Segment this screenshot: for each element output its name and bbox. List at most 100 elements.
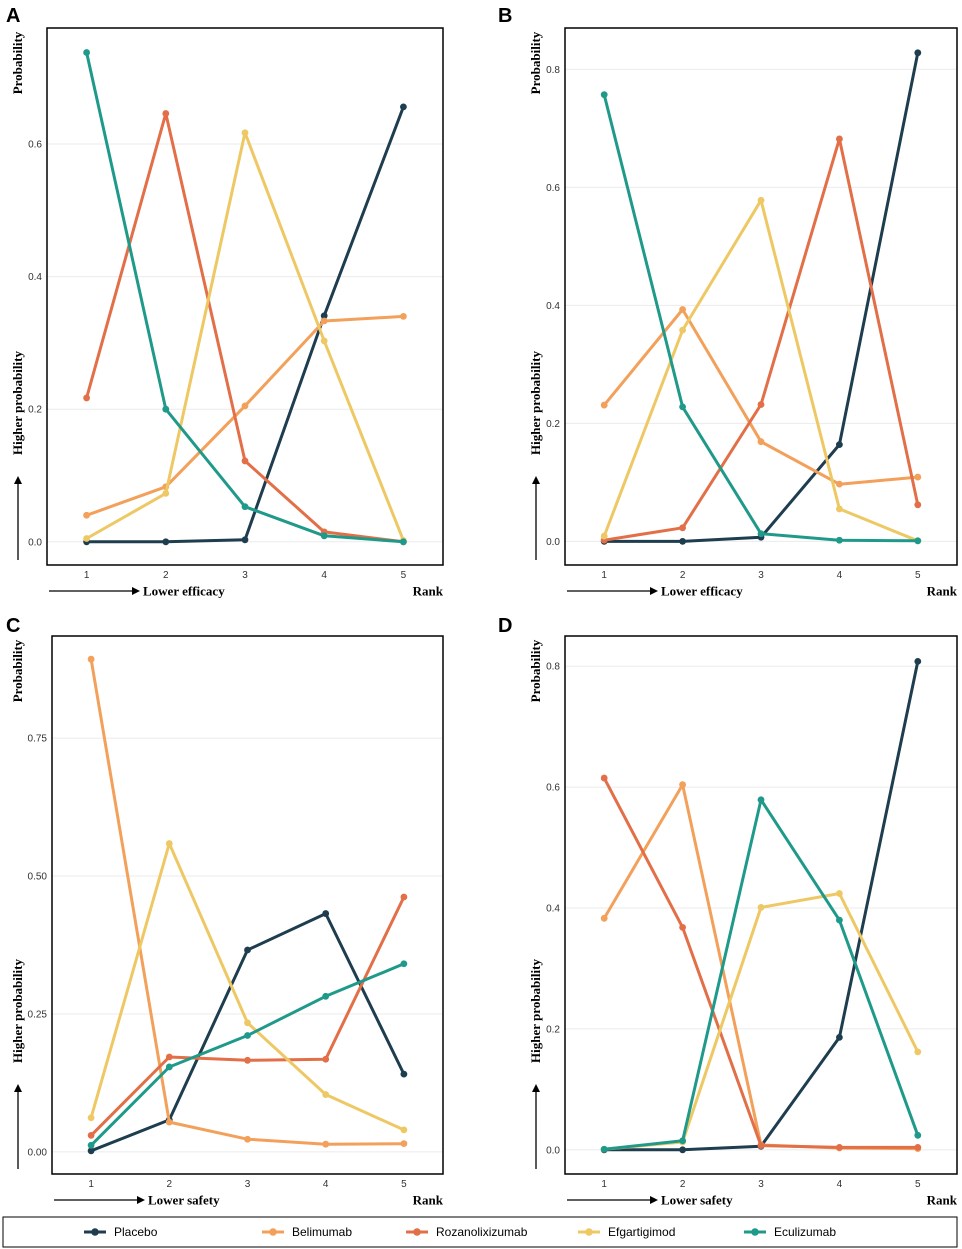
panel-letter: B — [498, 5, 512, 27]
data-point-rozanolixizumab — [600, 774, 608, 782]
data-point-placebo — [400, 103, 407, 111]
data-point-efgartigimod — [914, 1048, 922, 1056]
y-axis-title-bottom: Higher probability — [10, 959, 25, 1063]
x-tick-label: 4 — [837, 1179, 843, 1190]
data-point-placebo — [162, 538, 170, 546]
data-point-rozanolixizumab — [914, 501, 922, 509]
data-point-belimumab — [600, 401, 608, 409]
legend-swatch-dot — [585, 1228, 593, 1236]
y-tick-label: 0.75 — [28, 734, 48, 745]
x-tick-label: 5 — [915, 1179, 921, 1190]
data-point-placebo — [836, 441, 843, 449]
series-line-rozanolixizumab — [85, 112, 405, 544]
data-point-placebo — [241, 536, 249, 544]
data-point-eculizumab — [322, 992, 330, 1000]
y-tick-label: 0.4 — [546, 904, 560, 915]
legend-swatch-dot — [269, 1228, 277, 1236]
data-point-eculizumab — [757, 530, 765, 538]
x-tick-label: 2 — [680, 1179, 686, 1190]
x-tick-label: 4 — [321, 570, 327, 581]
data-point-placebo — [322, 910, 330, 917]
data-point-eculizumab — [320, 532, 328, 540]
data-point-efgartigimod — [83, 535, 90, 542]
data-point-belimumab — [600, 914, 608, 922]
rank-label: Rank — [927, 584, 958, 599]
series-line-belimumab — [85, 314, 405, 517]
panel-letter: A — [6, 5, 20, 27]
y-tick-label: 0.50 — [28, 872, 48, 883]
panel-letter: D — [498, 615, 512, 637]
data-point-rozanolixizumab — [757, 1142, 765, 1149]
data-point-eculizumab — [836, 916, 843, 924]
data-point-rozanolixizumab — [757, 401, 765, 408]
data-point-efgartigimod — [836, 890, 843, 897]
data-point-placebo — [244, 946, 251, 954]
y-tick-label: 0.8 — [546, 65, 560, 76]
data-point-efgartigimod — [165, 840, 173, 847]
data-point-belimumab — [400, 1140, 408, 1148]
data-point-efgartigimod — [162, 490, 170, 497]
y-axis-title-top: Probability — [528, 31, 543, 94]
y-tick-label: 0.0 — [546, 537, 560, 548]
data-point-eculizumab — [400, 960, 408, 968]
y-tick-label: 0.4 — [28, 272, 42, 283]
data-point-eculizumab — [241, 503, 249, 511]
data-point-belimumab — [165, 1118, 173, 1126]
data-point-rozanolixizumab — [165, 1053, 173, 1061]
x-tick-label: 5 — [915, 570, 921, 581]
plot-frame — [564, 635, 958, 1175]
x-tick-label: 2 — [167, 1179, 173, 1190]
series-line-rozanolixizumab — [602, 776, 920, 1149]
y-tick-label: 0.2 — [546, 1024, 560, 1035]
data-point-eculizumab — [165, 1063, 173, 1071]
chart-panel-c: C 0.00 0.25 0.50 0.75 1 2 3 4 5 Probability Higher … — [6, 615, 444, 1208]
data-point-efgartigimod — [322, 1091, 330, 1098]
legend-box — [2, 1216, 958, 1248]
series-line-eculizumab — [602, 798, 920, 1151]
data-point-rozanolixizumab — [400, 893, 408, 901]
series-line-belimumab — [602, 308, 920, 486]
data-point-rozanolixizumab — [914, 1144, 922, 1151]
x-axis-title: Lower safety — [661, 1193, 733, 1208]
data-point-rozanolixizumab — [836, 135, 843, 143]
series-line-eculizumab — [602, 93, 920, 543]
chart-panel-d: D 0.0 0.2 0.4 0.6 0.8 1 2 3 4 5 Probability Higher p… — [498, 615, 958, 1208]
panel-letter: C — [6, 615, 20, 637]
data-point-eculizumab — [757, 796, 765, 804]
rank-label: Rank — [413, 584, 444, 599]
x-tick-label: 4 — [837, 570, 843, 581]
x-tick-label: 5 — [401, 570, 407, 581]
data-point-belimumab — [87, 655, 95, 663]
x-tick-label: 1 — [601, 570, 607, 581]
series-line-eculizumab — [85, 51, 405, 544]
y-tick-label: 0.6 — [546, 783, 560, 794]
x-tick-label: 3 — [758, 570, 764, 581]
data-point-eculizumab — [600, 91, 608, 99]
rank-label: Rank — [413, 1193, 444, 1208]
legend-item-eculizumab: Eculizumab — [744, 1225, 836, 1239]
data-point-rozanolixizumab — [83, 394, 90, 402]
data-point-efgartigimod — [836, 505, 843, 513]
y-axis-title-bottom: Higher probability — [528, 959, 543, 1063]
data-point-eculizumab — [914, 537, 922, 545]
y-tick-label: 0.00 — [28, 1147, 48, 1158]
data-point-efgartigimod — [757, 904, 765, 911]
data-point-rozanolixizumab — [162, 110, 170, 117]
data-point-belimumab — [320, 317, 328, 325]
data-point-belimumab — [914, 473, 922, 481]
y-tick-label: 0.2 — [546, 419, 560, 430]
y-axis-title-top: Probability — [10, 639, 25, 702]
data-point-belimumab — [679, 306, 686, 313]
plot-frame — [46, 27, 444, 566]
data-point-eculizumab — [600, 1145, 608, 1153]
data-point-eculizumab — [244, 1032, 251, 1039]
legend-swatch-dot — [413, 1228, 421, 1236]
x-tick-label: 2 — [680, 570, 686, 581]
data-point-placebo — [87, 1147, 95, 1155]
data-point-efgartigimod — [244, 1019, 251, 1027]
legend-item-rozanolixizumab: Rozanolixizumab — [406, 1225, 528, 1239]
data-point-efgartigimod — [600, 532, 608, 540]
series-line-belimumab — [602, 783, 920, 1151]
x-axis-title: Lower efficacy — [661, 584, 743, 599]
y-tick-label: 0.6 — [546, 183, 560, 194]
